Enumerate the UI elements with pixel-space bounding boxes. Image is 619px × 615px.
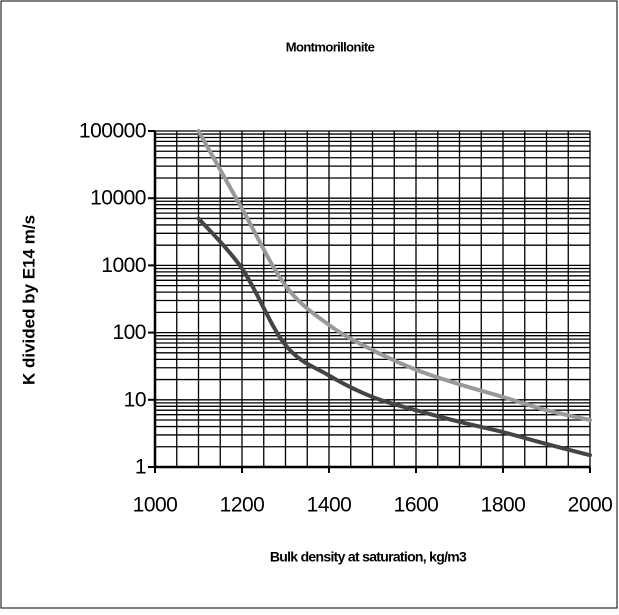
x-tick-label: 2000	[568, 494, 613, 517]
line-series	[196, 216, 592, 458]
x-tick-label: 1200	[220, 494, 265, 517]
y-tick-label: 1000	[101, 254, 146, 277]
plot	[196, 129, 592, 458]
x-tick-label: 1600	[394, 494, 439, 517]
x-tick-label: 1000	[133, 494, 178, 517]
chart-title: Montmorillonite	[286, 39, 375, 54]
y-tick-label: 10000	[90, 187, 146, 210]
x-tick-label: 1800	[481, 494, 526, 517]
y-axis-label: K divided by E14 m/s	[19, 215, 38, 385]
grid	[154, 130, 591, 468]
line-series	[196, 129, 592, 423]
y-tick-label: 1	[135, 456, 146, 479]
x-axis-label: Bulk density at saturation, kg/m3	[270, 549, 467, 565]
x-tick-label: 1400	[307, 494, 352, 517]
y-tick-label: 100	[112, 321, 146, 344]
y-tick-label: 10	[124, 388, 146, 411]
y-tick-label: 100000	[79, 120, 146, 143]
